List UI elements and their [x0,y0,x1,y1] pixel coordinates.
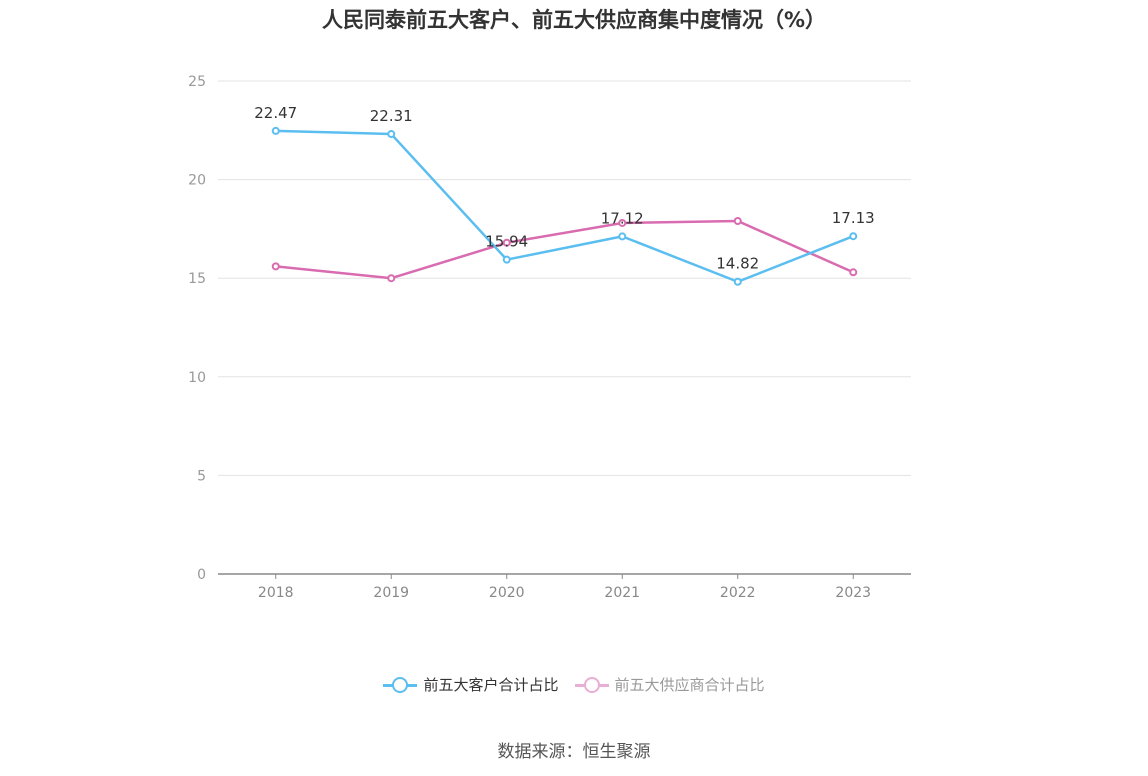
legend-label-suppliers: 前五大供应商合计占比 [614,676,765,694]
data-label: 17.12 [601,209,644,227]
x-tick-label: 2023 [835,585,871,601]
chart-title: 人民同泰前五大客户、前五大供应商集中度情况（%） [321,8,827,32]
series-lines [271,126,858,286]
y-tick-label: 20 [188,173,206,189]
series-line-1 [275,219,854,280]
x-tick-label: 2020 [489,585,525,601]
legend-item-suppliers[interactable]: 前五大供应商合计占比 [574,674,765,695]
data-point [849,268,858,277]
data-point [733,217,742,226]
legend-item-customers[interactable]: 前五大客户合计占比 [383,674,559,695]
y-tick-label: 15 [188,271,206,287]
data-point [733,277,742,286]
data-labels: 22.47 22.31 15.94 17.12 14.82 17.13 [254,104,874,273]
x-tick-label: 2022 [720,585,756,601]
legend: 前五大客户合计占比 前五大供应商合计占比 [0,674,1148,695]
data-label: 17.13 [832,209,875,227]
data-point [271,262,280,271]
data-point [502,238,511,247]
axes: 0 5 10 15 20 25 2018 2019 2020 2021 2022 2023 [188,74,911,601]
x-tick-label: 2018 [258,585,294,601]
data-label: 15.94 [485,233,528,251]
data-label: 22.47 [254,104,297,122]
y-tick-label: 5 [197,468,206,484]
data-point [387,130,396,139]
data-label: 14.82 [716,255,759,273]
grid-lines [218,80,911,476]
x-tick-label: 2021 [604,585,640,601]
y-tick-label: 10 [188,370,206,386]
data-point [387,274,396,283]
source-note: 数据来源：恒生聚源 [497,742,651,762]
data-label: 22.31 [370,107,413,125]
legend-marker-customers [383,675,418,695]
data-point [618,232,627,241]
series-line-0 [275,129,854,283]
y-tick-label: 0 [197,567,206,583]
x-tick-label: 2019 [373,585,409,601]
data-point [849,232,858,241]
legend-marker-suppliers [574,675,609,695]
y-tick-label: 25 [188,74,206,90]
legend-label-customers: 前五大客户合计占比 [423,676,559,694]
data-point [618,218,627,227]
data-point [271,126,280,135]
data-point [502,255,511,264]
